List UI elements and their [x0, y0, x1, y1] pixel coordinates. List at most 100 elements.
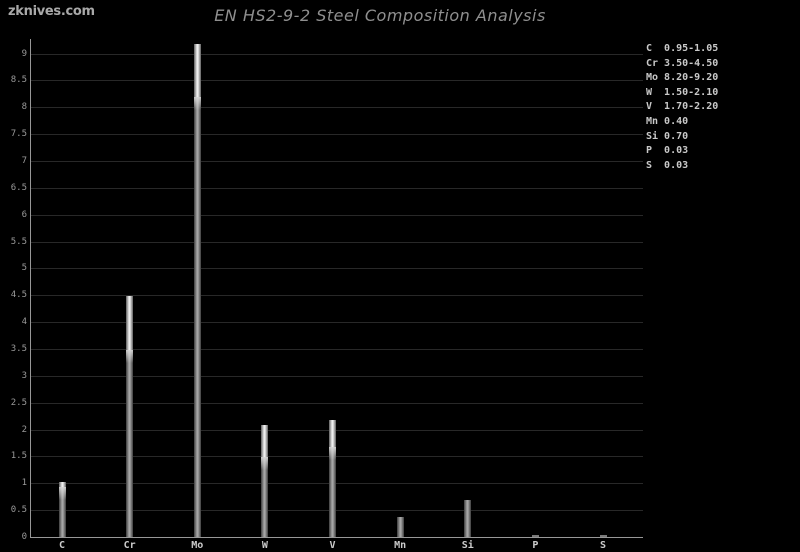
y-axis-label: 4.5 [10, 290, 27, 300]
bar-range-segment [58, 481, 66, 487]
legend-value: 3.50-4.50 [664, 57, 719, 69]
y-axis-label: 9 [21, 49, 27, 59]
bar-V [329, 419, 337, 538]
legend-entry-Cr: Cr 3.50-4.50 [646, 57, 718, 72]
legend-entry-Si: Si 0.70 [646, 130, 718, 145]
bar-range-segment [261, 425, 269, 458]
x-axis-label-S: S [600, 540, 607, 551]
gridline [31, 430, 643, 431]
gridline [31, 215, 643, 216]
y-axis-line [30, 39, 31, 538]
y-axis-label: 6.5 [10, 183, 27, 193]
bar-P [531, 535, 539, 537]
bar-Cr [126, 296, 134, 538]
legend-symbol: Mo [646, 72, 659, 84]
legend-value: 1.50-2.10 [664, 86, 719, 98]
legend-entry-W: W 1.50-2.10 [646, 86, 718, 101]
x-axis-label-C: C [58, 540, 66, 551]
legend-value: 0.03 [664, 159, 689, 171]
bar-base-segment [261, 457, 269, 538]
legend-symbol: Si [646, 130, 659, 142]
legend-entry-S: S 0.03 [646, 159, 718, 174]
gridline [31, 107, 643, 108]
gridline [31, 268, 643, 269]
legend-entry-Mo: Mo 8.20-9.20 [646, 71, 718, 86]
bar-base-segment [58, 486, 66, 538]
bar-base-segment [126, 349, 134, 538]
bar-Mn [396, 516, 404, 538]
legend-value: 8.20-9.20 [664, 72, 719, 84]
y-axis-label: 1.5 [10, 451, 27, 461]
gridline [31, 349, 643, 350]
y-axis-label: 2.5 [10, 398, 27, 408]
bar-range-segment [126, 296, 134, 350]
x-axis-label-Cr: Cr [123, 540, 136, 551]
gridline [31, 134, 643, 135]
y-axis-label: 7 [21, 156, 27, 166]
legend-symbol: P [646, 145, 653, 157]
y-axis-label: 1 [21, 478, 27, 488]
bar-Mo [193, 43, 201, 538]
y-axis-label: 6 [21, 210, 27, 220]
bar-range-segment [329, 419, 337, 447]
y-axis-label: 4 [21, 317, 27, 327]
gridline [31, 188, 643, 189]
x-axis-label-W: W [261, 540, 268, 551]
gridline [31, 456, 643, 457]
y-axis-label: 0 [21, 532, 27, 542]
gridline [31, 510, 643, 511]
gridline [31, 54, 643, 55]
y-axis-label: 3.5 [10, 344, 27, 354]
gridline [31, 403, 643, 404]
watermark-zknives: zknives.com [8, 4, 95, 19]
x-axis-line [30, 537, 643, 538]
legend-value: 0.95-1.05 [664, 43, 719, 54]
legend-value: 1.70-2.20 [664, 101, 719, 113]
y-axis-label: 5.5 [10, 237, 27, 247]
y-axis-label: 8 [21, 102, 27, 112]
x-axis-label-P: P [532, 540, 539, 551]
legend-symbol: Cr [646, 57, 659, 69]
legend-symbol: V [646, 101, 653, 113]
bar-range-segment [193, 43, 201, 98]
gridline [31, 80, 643, 81]
legend-entry-Mn: Mn 0.40 [646, 115, 718, 130]
chart-title: EN HS2-9-2 Steel Composition Analysis [214, 6, 546, 25]
y-axis-label: 5 [21, 263, 27, 273]
bar-C [58, 481, 66, 538]
y-axis-label: 0.5 [10, 505, 27, 515]
bar-base-segment [464, 500, 472, 538]
legend-symbol: C [646, 43, 653, 54]
x-axis-label-Mn: Mn [394, 540, 407, 551]
bar-W [261, 425, 269, 538]
y-axis-label: 7.5 [10, 129, 27, 139]
bar-Si [464, 500, 472, 538]
legend-value: 0.40 [664, 115, 689, 127]
legend-entry-V: V 1.70-2.20 [646, 100, 718, 115]
y-axis-label: 2 [21, 425, 27, 435]
bar-base-segment [396, 516, 404, 538]
gridline [31, 242, 643, 243]
gridline [31, 161, 643, 162]
legend-value: 0.70 [664, 130, 689, 142]
gridline [31, 322, 643, 323]
gridline [31, 483, 643, 484]
x-axis-label-Mo: Mo [191, 540, 204, 551]
x-axis-label-Si: Si [461, 540, 474, 551]
legend-value: 0.03 [664, 145, 689, 157]
bar-base-segment [193, 97, 201, 538]
legend-symbol: Mn [646, 115, 659, 127]
y-axis-label: 3 [21, 371, 27, 381]
y-axis-label: 8.5 [10, 75, 27, 85]
legend-entry-P: P 0.03 [646, 144, 718, 159]
bar-S [599, 535, 607, 537]
legend: C 0.95-1.05 Cr 3.50-4.50 Mo 8.20-9.20 W 1.50-2.… [646, 42, 718, 173]
legend-symbol: S [646, 159, 653, 171]
legend-entry-C: C 0.95-1.05 [646, 42, 718, 57]
gridline [31, 376, 643, 377]
x-axis-label-V: V [329, 540, 336, 551]
gridline [31, 295, 643, 296]
legend-symbol: W [646, 86, 653, 98]
bar-base-segment [329, 446, 337, 538]
